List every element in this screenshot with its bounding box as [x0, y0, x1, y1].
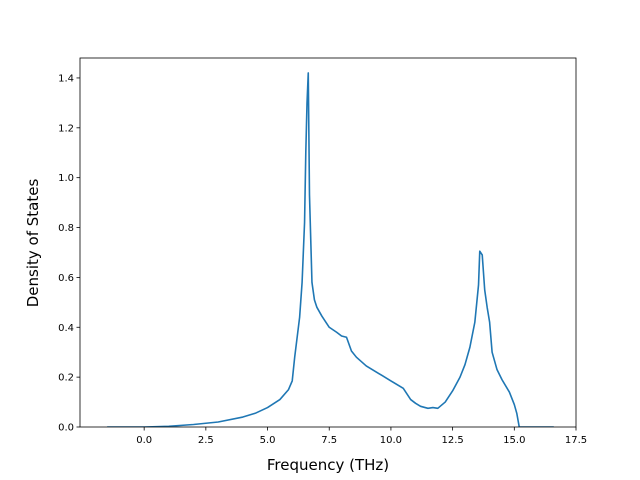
y-tick-label: 0.0: [58, 423, 74, 434]
x-tick-label: 12.5: [441, 435, 463, 446]
y-tick-label: 1.4: [58, 73, 74, 84]
x-tick-label: 15.0: [503, 435, 525, 446]
y-axis-label: Density of States: [24, 179, 42, 308]
x-tick-label: 7.5: [321, 435, 337, 446]
y-tick-label: 0.6: [58, 273, 74, 284]
y-tick-label: 1.0: [58, 173, 74, 184]
x-tick-label: 17.5: [565, 435, 587, 446]
plot-frame: [79, 57, 577, 428]
x-tick-label: 0.0: [136, 435, 152, 446]
y-tick-label: 0.2: [58, 373, 74, 384]
y-tick-label: 1.2: [58, 123, 74, 134]
y-tick-label: 0.4: [58, 323, 74, 334]
plot-area: [79, 57, 577, 428]
y-axis-ticks: 0.0 0.2 0.4 0.6 0.8 1.0 1.2 1.4: [58, 73, 80, 434]
y-tick-label: 0.8: [58, 223, 74, 234]
x-axis-label: Frequency (THz): [267, 456, 389, 474]
x-tick-label: 5.0: [260, 435, 276, 446]
x-tick-label: 2.5: [198, 435, 214, 446]
dos-curve-line: [107, 72, 554, 427]
x-tick-label: 10.0: [380, 435, 402, 446]
x-axis-ticks: 0.0 2.5 5.0 7.5 10.0 12.5 15.0 17.5: [136, 427, 587, 446]
